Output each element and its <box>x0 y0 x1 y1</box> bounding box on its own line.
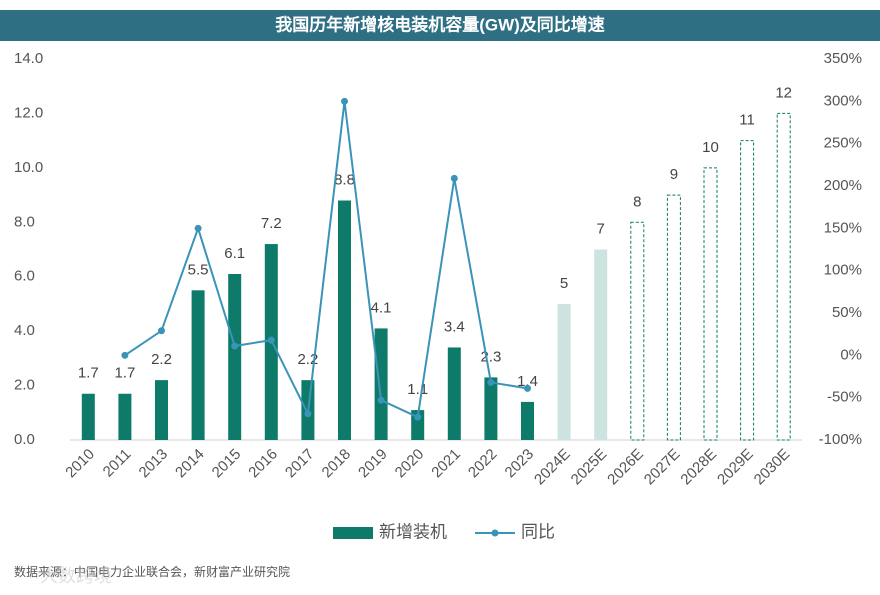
y2-tick-label: 350% <box>824 50 862 67</box>
y2-tick-label: 250% <box>824 135 862 152</box>
x-tick-label: 2013 <box>136 446 172 482</box>
data-label: 2.3 <box>480 348 501 365</box>
line-marker <box>194 224 202 232</box>
y-tick-label: 2.0 <box>14 377 35 394</box>
data-label: 1.7 <box>78 365 99 382</box>
bar <box>447 347 461 440</box>
y2-tick-label: -50% <box>827 389 862 406</box>
data-label: 10 <box>702 139 719 156</box>
line-marker <box>304 410 312 418</box>
bar <box>338 200 351 440</box>
line-marker <box>121 351 129 359</box>
line-marker <box>450 174 458 182</box>
y2-tick-label: 300% <box>824 92 862 109</box>
x-tick-label: 2021 <box>428 446 464 482</box>
line-marker <box>231 342 239 350</box>
x-tick-label: 2022 <box>465 446 501 482</box>
line <box>124 101 528 419</box>
x-tick-label: 2025E <box>568 446 611 489</box>
data-label: 4.1 <box>371 299 392 316</box>
x-tick-label: 2030E <box>751 446 794 489</box>
data-label: 11 <box>739 112 755 129</box>
data-label: 9 <box>670 166 678 183</box>
data-label: 8 <box>633 193 641 210</box>
y-tick-label: 0.0 <box>14 431 35 448</box>
legend-label: 同比 <box>521 522 555 541</box>
x-tick-label: 2028E <box>677 446 720 489</box>
legend-label: 新增装机 <box>379 522 447 541</box>
bar <box>228 273 242 440</box>
data-label: 8.8 <box>334 171 355 188</box>
legend-swatch <box>333 527 373 539</box>
bar <box>484 377 498 440</box>
bar <box>740 140 755 441</box>
data-label: 6.1 <box>224 245 245 262</box>
y2-tick-label: 100% <box>824 262 862 279</box>
y-tick-label: 12.0 <box>14 104 43 121</box>
data-label: 2.2 <box>151 351 172 368</box>
x-tick-label: 2014 <box>172 446 208 482</box>
y2-tick-label: 150% <box>824 219 862 236</box>
y2-tick-label: 50% <box>832 304 862 321</box>
x-tick-label: 2018 <box>319 446 355 482</box>
bar <box>374 328 388 440</box>
bar <box>666 194 681 441</box>
bar <box>776 112 791 441</box>
bar <box>630 221 645 441</box>
title-bar <box>0 10 880 41</box>
x-tick-label: 2020 <box>392 446 428 482</box>
line-marker <box>158 327 165 335</box>
data-label: 5.5 <box>188 261 209 278</box>
bar <box>81 393 95 440</box>
data-label: 3.4 <box>444 318 465 335</box>
y-tick-label: 14.0 <box>14 50 43 67</box>
watermark: 大数跨境 <box>40 566 112 586</box>
bar <box>521 401 534 440</box>
data-label: 1.4 <box>517 373 538 390</box>
chart-title: 我国历年新增核电装机容量(GW)及同比增速 <box>275 14 605 34</box>
source: 数据来源：中国电力企业联合会，新财富产业研究院 <box>14 564 290 579</box>
line-marker <box>487 378 495 386</box>
data-label: 1.1 <box>407 381 428 398</box>
data-label: 7 <box>597 220 605 237</box>
bar <box>594 249 608 440</box>
data-label: 1.7 <box>114 365 135 382</box>
bar <box>557 303 571 440</box>
x-tick-label: 2019 <box>355 446 391 482</box>
y-tick-label: 10.0 <box>14 159 43 176</box>
x-tick-label: 2029E <box>714 446 757 489</box>
y2-tick-label: 0% <box>840 346 862 363</box>
data-label: 12 <box>775 84 792 101</box>
line-marker <box>524 384 531 392</box>
y2-tick-label: -100% <box>819 431 862 448</box>
x-tick-label: 2024E <box>531 446 574 489</box>
x-tick-label: 2010 <box>62 446 98 482</box>
line-marker <box>377 396 385 404</box>
data-label: 7.2 <box>261 215 282 232</box>
y2-tick-label: 200% <box>824 177 862 194</box>
y-tick-label: 4.0 <box>14 322 35 339</box>
line-marker <box>267 336 275 344</box>
data-label: 5 <box>560 275 568 292</box>
bar <box>118 393 132 440</box>
bar <box>155 380 168 440</box>
y-tick-label: 8.0 <box>14 213 35 230</box>
line-marker <box>414 413 422 421</box>
x-tick-label: 2027E <box>641 446 684 489</box>
x-tick-label: 2016 <box>245 446 281 482</box>
bar <box>703 167 718 441</box>
x-tick-label: 2017 <box>282 446 318 482</box>
x-tick-label: 2026E <box>604 446 647 489</box>
y-tick-label: 6.0 <box>14 268 35 285</box>
line-marker <box>341 97 348 105</box>
x-tick-label: 2011 <box>100 446 135 481</box>
x-tick-label: 2015 <box>209 446 245 482</box>
legend-swatch <box>491 529 499 537</box>
bar <box>191 290 205 440</box>
